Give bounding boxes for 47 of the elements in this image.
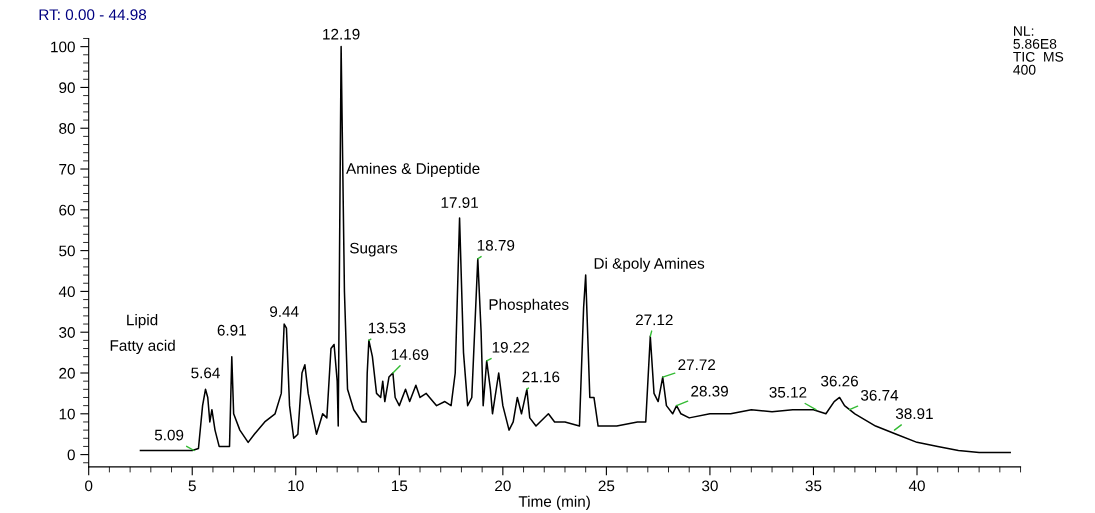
annotation: Di &poly Amines bbox=[594, 257, 705, 272]
y-tick-label: 40 bbox=[58, 286, 75, 298]
annotation: 14.69 bbox=[391, 349, 429, 360]
annotation: 6.91 bbox=[217, 324, 246, 336]
annotation: 12.19 bbox=[323, 28, 360, 40]
annotation: Sugars bbox=[350, 242, 398, 257]
annotation: 17.91 bbox=[441, 197, 478, 208]
annotation: NL: 5.86E8 TIC MS 400 bbox=[1013, 26, 1064, 75]
annotation: 19.22 bbox=[492, 341, 530, 353]
x-tick-label: 30 bbox=[702, 480, 718, 492]
x-tick-label: 15 bbox=[391, 480, 408, 492]
x-tick-label: 0 bbox=[85, 480, 93, 492]
annotation: Fatty acid bbox=[110, 339, 175, 354]
annotation: 28.39 bbox=[691, 385, 728, 397]
x-axis-title: Time (min) bbox=[518, 495, 590, 510]
x-tick-label: 40 bbox=[908, 480, 925, 492]
annotation: 36.26 bbox=[821, 375, 858, 387]
y-tick-label: 80 bbox=[59, 123, 75, 134]
annotation: 13.53 bbox=[368, 322, 406, 334]
x-tick-label: 5 bbox=[188, 480, 196, 492]
y-tick-label: 100 bbox=[51, 41, 75, 53]
y-tick-label: 90 bbox=[59, 82, 75, 94]
y-tick-label: 20 bbox=[59, 367, 75, 379]
annotation: 35.12 bbox=[769, 386, 807, 398]
y-tick-label: 60 bbox=[59, 204, 75, 216]
annotation: 9.44 bbox=[270, 306, 299, 318]
annotation: 27.72 bbox=[678, 359, 716, 370]
y-tick-label: 0 bbox=[67, 449, 75, 461]
x-tick-label: 10 bbox=[288, 480, 304, 492]
y-tick-label: 10 bbox=[59, 408, 75, 420]
y-tick-label: 30 bbox=[59, 327, 75, 338]
x-tick-label: 35 bbox=[805, 480, 822, 492]
annotation: Amines & Dipeptide bbox=[346, 162, 480, 177]
chart-title: RT: 0.00 - 44.98 bbox=[39, 9, 147, 21]
annotation: 5.64 bbox=[191, 367, 220, 379]
annotation: 38.91 bbox=[895, 408, 933, 420]
annotation: 36.74 bbox=[860, 389, 899, 401]
y-tick-label: 50 bbox=[59, 245, 75, 257]
y-tick-label: 70 bbox=[59, 163, 75, 175]
annotation: 5.09 bbox=[154, 429, 184, 441]
annotation: 21.16 bbox=[522, 371, 560, 383]
annotation: Lipid bbox=[127, 314, 158, 329]
annotation: 27.12 bbox=[635, 314, 673, 326]
annotation: Phosphates bbox=[489, 298, 569, 313]
x-tick-label: 25 bbox=[598, 480, 615, 492]
x-tick-label: 20 bbox=[495, 480, 511, 492]
annotation: 18.79 bbox=[477, 239, 515, 251]
